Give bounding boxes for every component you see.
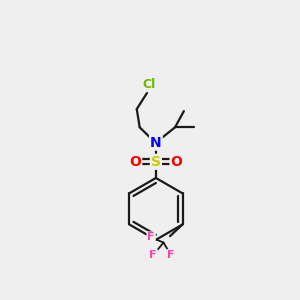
Text: F: F [167, 250, 175, 260]
Text: N: N [150, 136, 162, 150]
Text: O: O [171, 155, 182, 169]
Text: F: F [147, 232, 155, 242]
Text: F: F [149, 250, 157, 260]
Text: O: O [129, 155, 141, 169]
Text: Cl: Cl [142, 78, 155, 91]
Text: S: S [151, 155, 161, 169]
